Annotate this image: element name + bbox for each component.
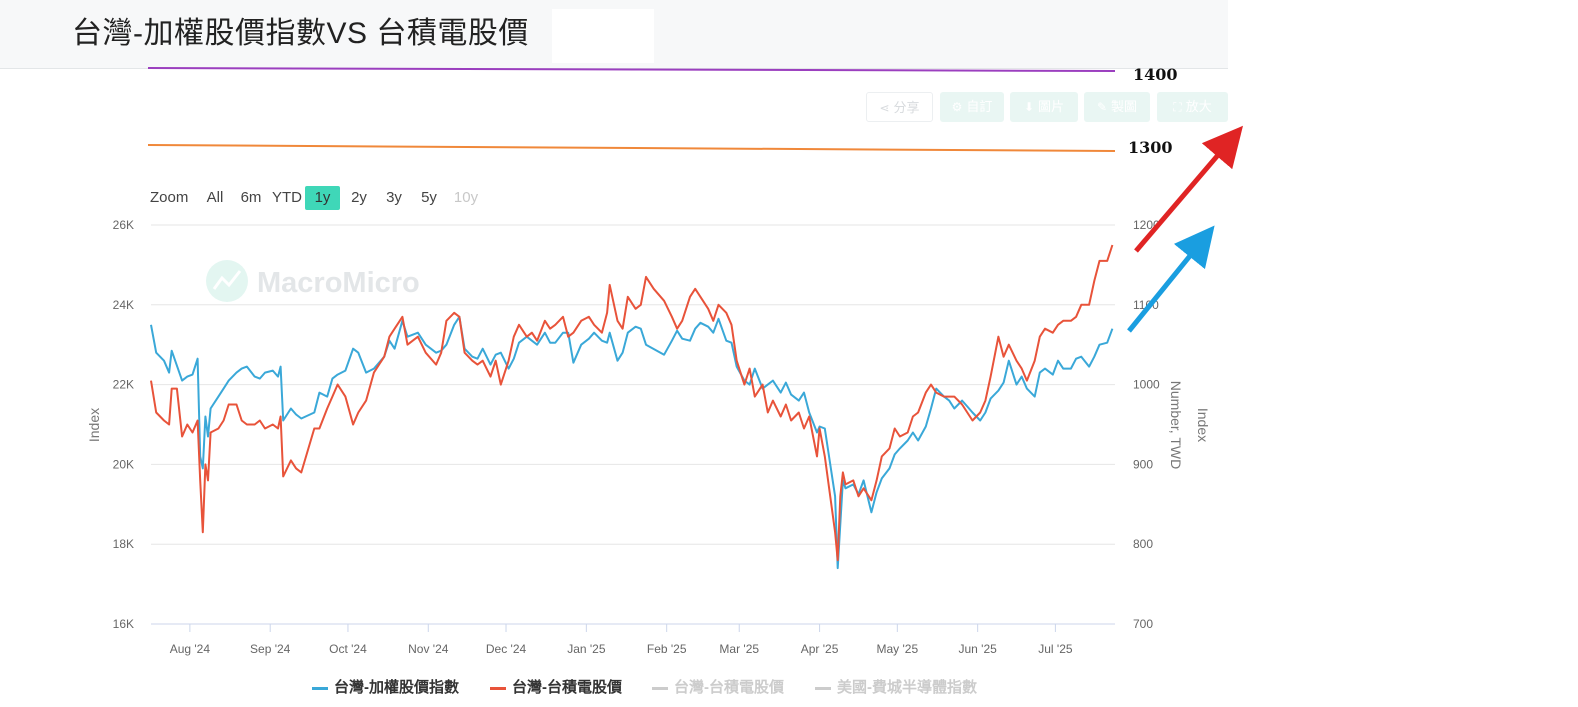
- left-tick-label: 24K: [113, 298, 134, 312]
- x-tick-label: Jun '25: [958, 642, 997, 656]
- x-tick-label: Mar '25: [719, 642, 759, 656]
- range-1y-button[interactable]: 1y: [305, 186, 340, 210]
- logo-chart-icon: [212, 270, 242, 290]
- title-bar: 台灣-加權股價指數VS 台積電股價: [0, 0, 1228, 69]
- legend-item-tsmc-hidden[interactable]: 台灣-台積電股價: [652, 677, 784, 699]
- left-tick-label: 18K: [113, 537, 134, 551]
- annotation-line-1400: [147, 67, 1116, 72]
- download-icon: ⬇: [1023, 100, 1035, 114]
- draw-label: 製圖: [1111, 99, 1138, 114]
- right-tick-label: 800: [1133, 537, 1153, 551]
- expand-label: 放大: [1185, 99, 1212, 114]
- left-axis-title: Index: [86, 408, 102, 442]
- title-mask: [552, 9, 654, 63]
- x-tick-label: Feb '25: [647, 642, 687, 656]
- x-tick-label: May '25: [876, 642, 918, 656]
- legend-item-sox-hidden[interactable]: 美國-費城半導體指數: [815, 677, 977, 699]
- right-tick-label: 1000: [1133, 378, 1160, 392]
- watermark: MacroMicro: [206, 260, 420, 302]
- x-tick-label: Jul '25: [1038, 642, 1073, 656]
- draw-button[interactable]: ✎ 製圖: [1084, 92, 1150, 122]
- right-tick-label: 700: [1133, 617, 1153, 631]
- legend-item-tsmc[interactable]: 台灣-台積電股價: [490, 677, 622, 699]
- share-icon: ⋖: [879, 101, 890, 115]
- legend-label: 台灣-台積電股價: [674, 679, 784, 696]
- range-3y-button[interactable]: 3y: [386, 189, 402, 206]
- series-layer: [150, 244, 1114, 570]
- series-line-tsmc: [150, 244, 1114, 562]
- legend-swatch: [815, 686, 831, 690]
- annotation-line-1300: [147, 144, 1116, 152]
- zoom-label: Zoom: [150, 189, 189, 206]
- legend-swatch: [652, 686, 668, 690]
- customize-button[interactable]: ⚙ 自訂: [940, 92, 1004, 122]
- x-tick-label: Sep '24: [250, 642, 291, 656]
- legend-item-taiex[interactable]: 台灣-加權股價指數: [312, 677, 459, 699]
- left-tick-label: 22K: [113, 378, 134, 392]
- right-axis-title-2: Index: [1195, 408, 1211, 442]
- range-10y-button: 10y: [453, 189, 479, 206]
- legend-swatch: [490, 686, 506, 690]
- annotation-label-1300: 1300: [1128, 138, 1173, 157]
- download-image-label: 圖片: [1038, 99, 1065, 114]
- x-tick-label: Oct '24: [329, 642, 367, 656]
- range-all-button[interactable]: All: [206, 189, 224, 206]
- range-2y-button[interactable]: 2y: [351, 189, 367, 206]
- x-tick-label: Nov '24: [408, 642, 449, 656]
- range-ytd-button[interactable]: YTD: [272, 189, 302, 206]
- red-arrow: [1134, 125, 1243, 253]
- watermark-text: MacroMicro: [257, 267, 420, 299]
- expand-icon: ⛶: [1173, 100, 1182, 114]
- share-label: 分享: [893, 100, 920, 115]
- range-6m-button[interactable]: 6m: [240, 189, 262, 206]
- x-tick-label: Aug '24: [170, 642, 211, 656]
- right-axis-title: Number, TWD: [1168, 381, 1184, 469]
- range-5y-button[interactable]: 5y: [421, 189, 437, 206]
- right-tick-label: 900: [1133, 457, 1153, 471]
- x-tick-label: Dec '24: [486, 642, 527, 656]
- pencil-icon: ✎: [1096, 100, 1108, 114]
- share-button[interactable]: ⋖ 分享: [866, 92, 933, 122]
- legend-swatch: [312, 686, 328, 690]
- gear-icon: ⚙: [951, 100, 963, 114]
- annotation-label-1400: 1400: [1133, 65, 1178, 84]
- legend-label: 台灣-加權股價指數: [334, 679, 459, 696]
- customize-label: 自訂: [966, 99, 993, 114]
- expand-button[interactable]: ⛶ 放大: [1157, 92, 1228, 122]
- blue-arrow: [1127, 225, 1215, 333]
- legend-label: 美國-費城半導體指數: [837, 679, 977, 696]
- left-tick-label: 20K: [113, 457, 134, 471]
- download-image-button[interactable]: ⬇ 圖片: [1010, 92, 1078, 122]
- left-tick-label: 16K: [113, 617, 134, 631]
- legend-label: 台灣-台積電股價: [512, 679, 622, 696]
- x-tick-label: Jan '25: [567, 642, 606, 656]
- left-tick-label: 26K: [113, 218, 134, 232]
- series-line-taiex: [150, 315, 1114, 570]
- chart-title: 台灣-加權股價指數VS 台積電股價: [72, 17, 529, 50]
- x-tick-label: Apr '25: [801, 642, 839, 656]
